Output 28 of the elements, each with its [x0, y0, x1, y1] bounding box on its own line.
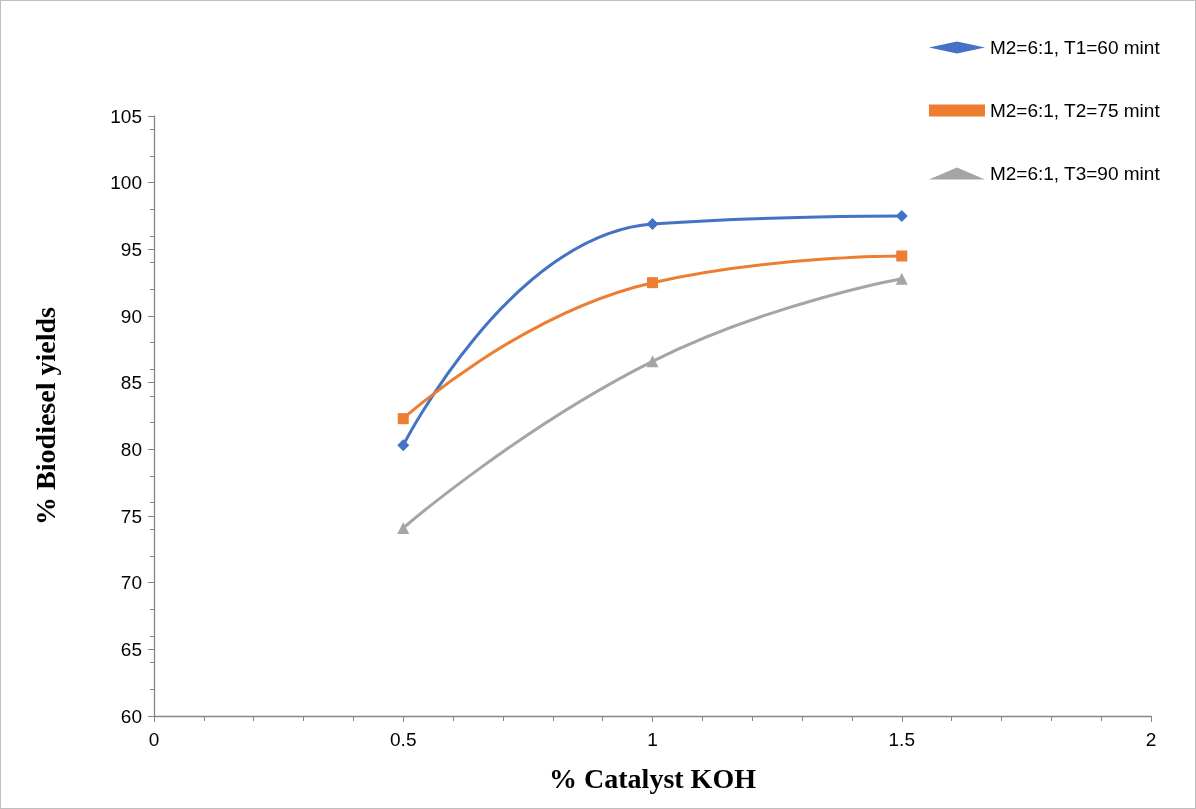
x-tick-label: 0.5: [390, 729, 417, 750]
y-tick-label: 70: [120, 572, 142, 594]
y-tick-label: 80: [120, 438, 142, 460]
point: [397, 413, 409, 425]
point: [895, 272, 908, 285]
y-tick-label: 105: [110, 105, 142, 127]
y-tick-label: 95: [120, 238, 142, 260]
x-tick-label: 2: [1145, 729, 1157, 750]
point: [647, 277, 658, 289]
y-axis-title: % Biodiesel yields: [29, 307, 61, 525]
x-axis-title: % Catalyst KOH: [549, 762, 757, 794]
y-tick-label: 65: [120, 638, 142, 660]
y-tick-label: 90: [120, 305, 142, 327]
y-tick-label: 100: [110, 172, 142, 194]
y-tick-label: 75: [120, 505, 142, 527]
point: [646, 355, 659, 368]
x-tick-label: 0: [148, 729, 160, 750]
legend-label: M2=6:1, T1=60 mint: [989, 37, 1161, 58]
point: [397, 439, 410, 452]
point: [646, 218, 659, 230]
x-tick-label: 1.5: [888, 729, 915, 750]
point: [896, 250, 908, 262]
legend-label: M2=6:1, T3=90 mint: [989, 163, 1161, 184]
point: [397, 522, 410, 534]
y-tick-label: 85: [120, 372, 142, 394]
legend-label: M2=6:1, T2=75 mint: [989, 100, 1161, 121]
x-tick-label: 1: [647, 729, 658, 750]
y-tick-label: 60: [120, 705, 142, 727]
